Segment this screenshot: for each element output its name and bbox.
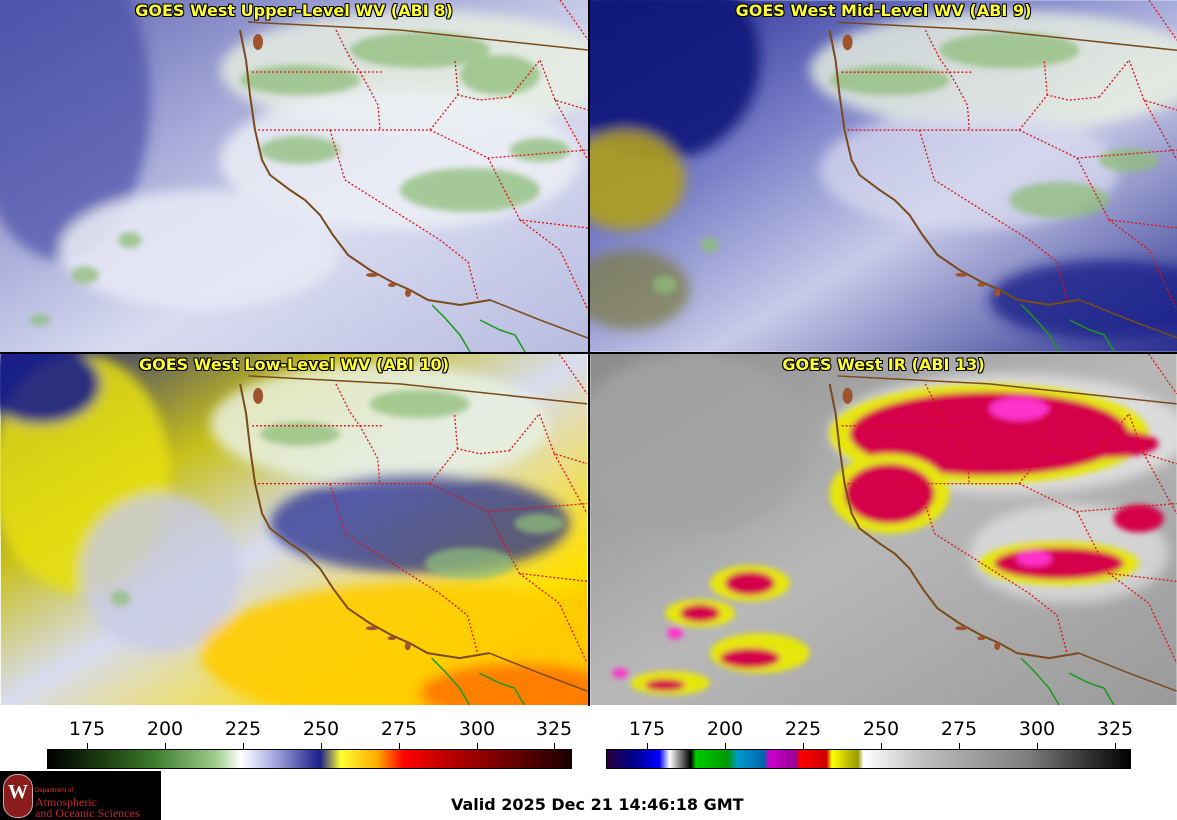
colorbar-tick-label: 225 [224, 718, 262, 740]
valid-time: Valid 2025 Dec 21 14:46:18 GMT [451, 795, 744, 814]
logo-department: Department of [35, 788, 74, 794]
colorbar-tick-label: 325 [535, 718, 573, 740]
colorbar-tick-label: 200 [706, 718, 744, 740]
mid-level-wv-image [590, 0, 1177, 352]
colorbar-tick-label: 325 [1096, 718, 1134, 740]
colorbar-tick [647, 743, 648, 749]
colorbar-tick [477, 743, 478, 749]
colorbar-tick [725, 743, 726, 749]
colorbar-tick [554, 743, 555, 749]
colorbar-tick-label: 175 [68, 718, 106, 740]
panel-title: GOES West Upper-Level WV (ABI 8) [135, 1, 453, 20]
colorbar-wv-gradient [47, 749, 572, 769]
colorbar-tick-label: 275 [940, 718, 978, 740]
panel-upper-level-wv: GOES West Upper-Level WV (ABI 8) [0, 0, 588, 352]
low-level-wv-image [0, 354, 588, 705]
upper-level-wv-image [0, 0, 588, 352]
colorbar-wv: 175 200 225 250 275 300 325 [0, 706, 588, 770]
colorbar-tick-label: 225 [784, 718, 822, 740]
panel-title: GOES West Mid-Level WV (ABI 9) [735, 1, 1032, 20]
colorbar-tick [165, 743, 166, 749]
colorbar-tick [321, 743, 322, 749]
colorbar-tick [399, 743, 400, 749]
panel-title: GOES West IR (ABI 13) [782, 355, 985, 374]
colorbar-tick-label: 200 [146, 718, 184, 740]
panel-ir: GOES West IR (ABI 13) [590, 354, 1177, 705]
ir-image [590, 354, 1177, 705]
colorbar-ir-gradient [606, 749, 1131, 769]
logo-line1: Atmospheric [35, 795, 97, 809]
colorbar-tick-label: 250 [302, 718, 340, 740]
logo-line2: and Oceanic Sciences [35, 806, 140, 820]
panel-mid-level-wv: GOES West Mid-Level WV (ABI 9) [590, 0, 1177, 352]
colorbar-tick-label: 300 [1018, 718, 1056, 740]
colorbar-tick-label: 250 [862, 718, 900, 740]
panel-divider-horizontal [0, 352, 1177, 354]
colorbar-tick [881, 743, 882, 749]
panel-title: GOES West Low-Level WV (ABI 10) [138, 355, 449, 374]
colorbar-tick [243, 743, 244, 749]
uw-mark: W [8, 781, 28, 803]
colorbar-ir: 175 200 225 250 275 300 325 [590, 706, 1177, 770]
colorbar-tick [87, 743, 88, 749]
colorbar-tick-label: 275 [380, 718, 418, 740]
colorbar-tick-label: 300 [458, 718, 496, 740]
colorbar-tick-label: 175 [628, 718, 666, 740]
colorbar-tick [1037, 743, 1038, 749]
panel-low-level-wv: GOES West Low-Level WV (ABI 10) [0, 354, 588, 705]
uw-seal-icon [3, 774, 33, 818]
aos-logo: W Department of Atmospheric and Oceanic … [0, 771, 161, 820]
colorbar-tick [803, 743, 804, 749]
colorbar-tick [959, 743, 960, 749]
colorbar-tick [1115, 743, 1116, 749]
